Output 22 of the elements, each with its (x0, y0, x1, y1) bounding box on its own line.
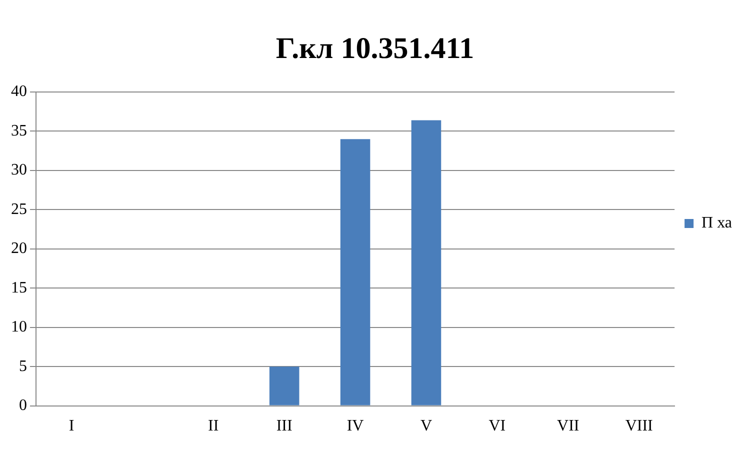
y-tick-label: 0 (19, 397, 27, 414)
x-tick-label: VII (557, 418, 580, 435)
y-tick-label: 35 (11, 122, 27, 140)
y-tick-label: 25 (11, 200, 27, 218)
bar (411, 120, 442, 406)
y-tick-label: 10 (11, 318, 27, 336)
x-tick-label: II (208, 418, 219, 435)
x-tick-label: III (276, 418, 292, 435)
y-tick-label: 5 (19, 358, 27, 375)
x-tick-label: V (420, 418, 432, 435)
chart-title: Г.кл 10.351.411 (276, 32, 474, 65)
y-tick-label: 30 (11, 162, 27, 179)
x-tick-label: I (68, 418, 74, 435)
bar (340, 139, 370, 406)
x-tick-label: VIII (625, 418, 653, 435)
y-tick-label: 15 (11, 279, 27, 296)
legend-label: П ха (702, 214, 732, 232)
x-tick-label: VI (488, 418, 506, 435)
x-tick-label: IV (346, 418, 364, 435)
y-tick-label: 40 (11, 83, 27, 100)
bar (269, 366, 300, 406)
y-tick-label: 20 (11, 240, 27, 258)
